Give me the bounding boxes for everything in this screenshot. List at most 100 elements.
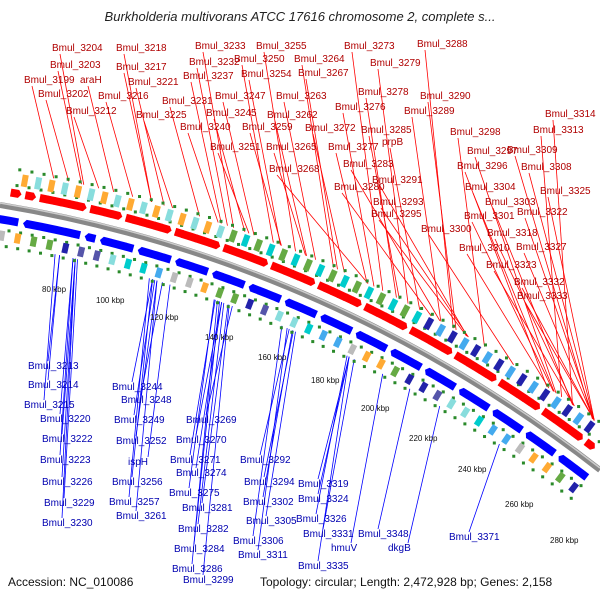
track-border-dot <box>347 288 351 292</box>
reverse-gene-arrow <box>122 242 135 253</box>
forward-connector <box>59 53 85 185</box>
track-border-dot <box>145 213 149 217</box>
track-border-dot <box>391 309 395 313</box>
track-border-dot <box>42 236 46 240</box>
forward-gene-arrow <box>485 370 497 382</box>
kbp-tick-label: 280 kbp <box>550 536 579 545</box>
feature-box <box>487 424 499 436</box>
forward-connector <box>341 192 432 317</box>
track-border-dot <box>149 198 153 202</box>
forward-gene-arrow <box>395 319 408 331</box>
reverse-gene-label: Bmul_3371 <box>449 532 500 543</box>
track-border-dot <box>311 340 315 344</box>
track-border-dot <box>42 172 46 176</box>
forward-connector <box>301 64 334 268</box>
track-border-dot <box>401 315 405 319</box>
feature-box <box>108 254 117 266</box>
forward-gene-label: Bmul_3259 <box>242 122 293 133</box>
kbp-tick-label: 180 kbp <box>311 376 340 385</box>
track-border-dot <box>253 232 257 236</box>
track-border-dot <box>321 344 325 348</box>
feature-box <box>363 286 375 300</box>
track-border-dot <box>248 247 252 251</box>
reverse-gene-arrow <box>341 324 354 335</box>
track-border-dot <box>215 301 219 305</box>
track-border-dot <box>221 286 225 290</box>
feature-box <box>501 433 512 445</box>
feature-box <box>318 329 329 342</box>
reverse-gene-label: Bmul_3226 <box>42 477 93 488</box>
forward-connector <box>378 219 467 337</box>
track-border-dot <box>168 220 172 224</box>
track-border-dot <box>321 259 325 263</box>
feature-box <box>13 233 22 245</box>
feature-box <box>253 238 264 252</box>
forward-gene-label: Bmul_3218 <box>116 43 167 54</box>
track-border-dot <box>550 482 554 486</box>
reverse-connector <box>47 255 60 381</box>
track-border-dot <box>177 271 181 275</box>
forward-gene-label: Bmul_3304 <box>465 182 516 193</box>
track-border-dot <box>443 410 447 414</box>
track-border-dot <box>354 274 358 278</box>
track-border-dot <box>502 448 506 452</box>
track-border-dot <box>403 386 407 390</box>
feature-box <box>434 323 447 337</box>
track-border-dot <box>226 305 230 309</box>
track-border-dot <box>387 290 391 294</box>
forward-gene-label: Bmul_3313 <box>533 125 584 136</box>
forward-connector <box>273 152 306 256</box>
reverse-gene-label: Bmul_3256 <box>112 477 163 488</box>
forward-connector <box>312 133 345 273</box>
forward-gene-label: Bmul_3297 <box>467 146 518 157</box>
reverse-gene-label: Bmul_3244 <box>112 382 163 393</box>
forward-connector <box>411 116 442 322</box>
reverse-gene-label: Bmul_3292 <box>240 455 291 466</box>
track-border-dot <box>451 396 455 400</box>
track-border-dot <box>423 398 427 402</box>
reverse-connector <box>147 284 171 458</box>
reverse-gene-arrow <box>0 214 4 224</box>
track-border-dot <box>155 264 159 268</box>
track-border-dot <box>328 330 332 334</box>
reverse-gene-arrow <box>7 217 19 227</box>
reverse-gene-label: Bmul_3222 <box>42 434 93 445</box>
track-border-dot <box>232 290 236 294</box>
feature-box <box>554 471 566 484</box>
track-border-dot <box>501 428 505 432</box>
track-border-dot <box>76 243 80 247</box>
track-border-dot <box>61 256 65 260</box>
forward-connector <box>365 97 397 298</box>
track-border-dot <box>567 418 571 422</box>
reverse-connector <box>191 300 218 565</box>
reverse-gene-label: Bmul_3229 <box>44 498 95 509</box>
forward-gene-label: Bmul_3290 <box>420 91 471 102</box>
feature-box <box>215 287 225 299</box>
forward-connector <box>368 135 400 300</box>
track-border-dot <box>102 185 106 189</box>
track-border-dot <box>237 242 241 246</box>
forward-gene-label: Bmul_3267 <box>298 68 349 79</box>
track-border-dot <box>54 175 58 179</box>
track-border-dot <box>133 210 137 214</box>
reverse-gene-arrow <box>545 445 557 457</box>
forward-connector <box>169 106 200 217</box>
track-border-dot <box>27 186 31 190</box>
track-border-dot <box>53 238 57 242</box>
forward-gene-label: Bmul_3255 <box>256 41 307 52</box>
kbp-tick-label: 160 kbp <box>258 353 287 362</box>
reverse-gene-label: Bmul_3261 <box>116 511 167 522</box>
reverse-gene-label: ispH <box>128 457 148 468</box>
track-border-dot <box>15 184 19 188</box>
forward-gene-label: Bmul_3318 <box>487 228 538 239</box>
reverse-connector <box>202 304 230 576</box>
feature-box <box>514 442 526 455</box>
forward-gene-label: Bmul_3283 <box>343 159 394 170</box>
track-border-dot <box>18 168 22 172</box>
track-border-dot <box>433 404 437 408</box>
reverse-gene-arrow <box>578 469 590 481</box>
forward-gene-arrow <box>349 296 362 308</box>
forward-connector <box>249 132 282 246</box>
track-border-dot <box>98 201 102 205</box>
forward-connector <box>45 99 70 182</box>
